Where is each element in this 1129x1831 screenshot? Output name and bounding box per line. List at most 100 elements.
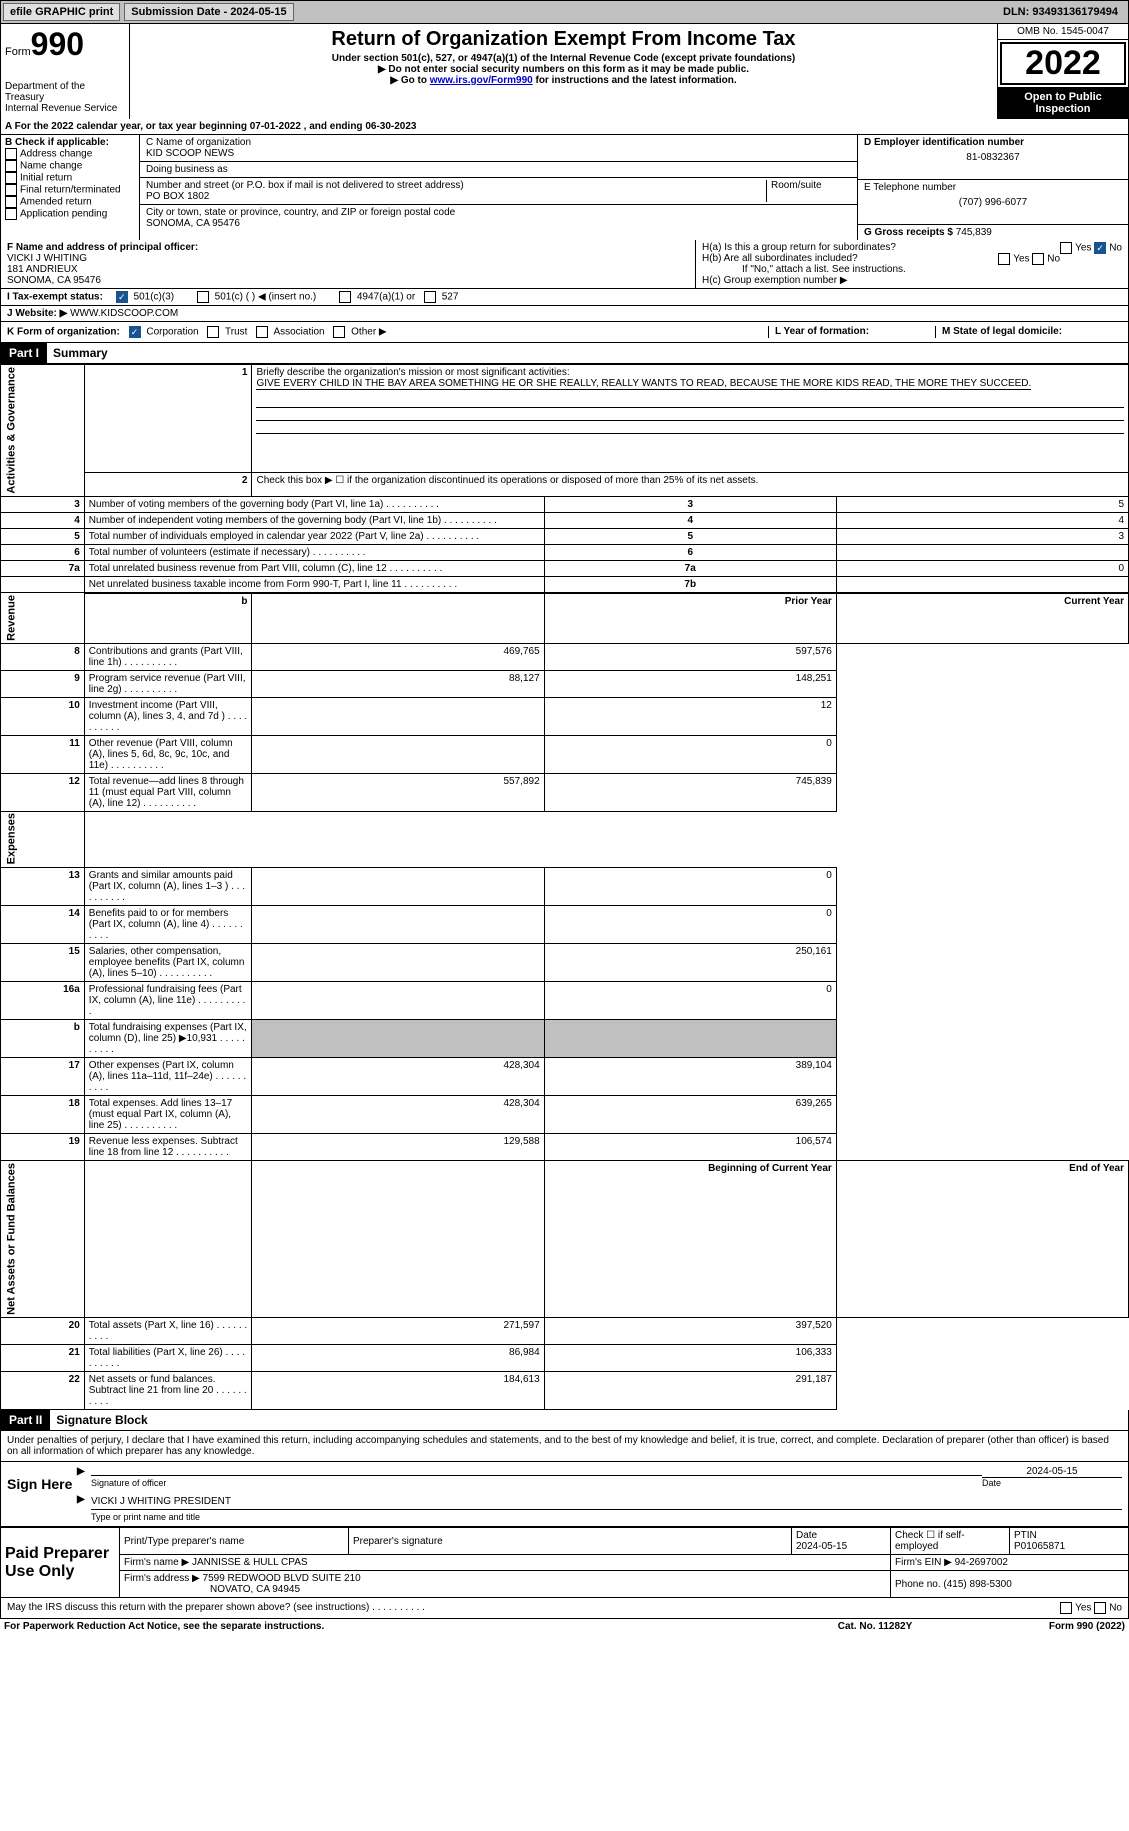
sig-date: 2024-05-15 xyxy=(982,1466,1122,1478)
preparer-table: Paid Preparer Use Only Print/Type prepar… xyxy=(0,1527,1129,1598)
dept-treasury: Department of the Treasury xyxy=(5,81,125,103)
irs-label: Internal Revenue Service xyxy=(5,103,125,114)
4947[interactable]: 4947(a)(1) or xyxy=(357,292,415,303)
vlabel-rev: Revenue xyxy=(1,593,85,644)
gross: 745,839 xyxy=(956,227,992,238)
firm-addr2: NOVATO, CA 94945 xyxy=(210,1584,300,1595)
gross-label: G Gross receipts $ xyxy=(864,227,953,238)
city: SONOMA, CA 95476 xyxy=(146,218,851,229)
hb-note: If "No," attach a list. See instructions… xyxy=(702,264,1122,275)
row-fh: F Name and address of principal officer:… xyxy=(0,240,1129,289)
table-row: 6Total number of volunteers (estimate if… xyxy=(1,544,1129,560)
cb-final[interactable]: Final return/terminated xyxy=(20,185,121,196)
ein: 81-0832367 xyxy=(864,152,1122,163)
year-formation: L Year of formation: xyxy=(775,326,869,337)
firm-ein: 94-2697002 xyxy=(955,1557,1008,1568)
check-self[interactable]: Check ☐ if self-employed xyxy=(891,1528,1010,1555)
col-d: D Employer identification number 81-08323… xyxy=(857,135,1128,240)
may-no[interactable]: No xyxy=(1109,1603,1122,1614)
cb-initial[interactable]: Initial return xyxy=(20,173,72,184)
form-header: Form990 Department of the Treasury Inter… xyxy=(0,24,1129,119)
l1-text: GIVE EVERY CHILD IN THE BAY AREA SOMETHI… xyxy=(256,378,1031,390)
kopt-corp[interactable]: Corporation xyxy=(146,327,198,338)
kopt-other[interactable]: Other ▶ xyxy=(351,327,386,338)
room-label: Room/suite xyxy=(766,180,851,202)
irs-link[interactable]: www.irs.gov/Form990 xyxy=(430,75,533,86)
cb-addr-change[interactable]: Address change xyxy=(20,149,92,160)
row-a: A For the 2022 calendar year, or tax yea… xyxy=(0,119,1129,135)
note-ssn: ▶ Do not enter social security numbers o… xyxy=(132,64,995,75)
kopt-assoc[interactable]: Association xyxy=(273,327,324,338)
col-b-title: B Check if applicable: xyxy=(5,137,109,148)
form-number: 990 xyxy=(31,26,84,62)
org-name-label: C Name of organization xyxy=(146,137,851,148)
row-klm: K Form of organization: Corporation Trus… xyxy=(0,322,1129,343)
table-row: 14Benefits paid to or for members (Part … xyxy=(1,906,1129,944)
table-row: 20Total assets (Part X, line 16)271,5973… xyxy=(1,1318,1129,1345)
firm-name: JANNISSE & HULL CPAS xyxy=(192,1557,308,1568)
501c[interactable]: 501(c) ( ) ◀ (insert no.) xyxy=(215,292,317,303)
officer-label: F Name and address of principal officer: xyxy=(7,242,198,253)
may-irs-row: May the IRS discuss this return with the… xyxy=(0,1598,1129,1619)
table-row: 15Salaries, other compensation, employee… xyxy=(1,944,1129,982)
date-label: Date xyxy=(982,1478,1122,1488)
sign-here-block: Sign Here ▶2024-05-15 Signature of offic… xyxy=(0,1462,1129,1527)
firm-phone-label: Phone no. xyxy=(895,1579,941,1590)
527[interactable]: 527 xyxy=(442,292,459,303)
tax-status-label: I Tax-exempt status: xyxy=(7,292,103,303)
submission-date: Submission Date - 2024-05-15 xyxy=(124,3,293,21)
may-irs-label: May the IRS discuss this return with the… xyxy=(7,1602,1060,1614)
vlabel-net: Net Assets or Fund Balances xyxy=(1,1161,85,1318)
efile-button[interactable]: efile GRAPHIC print xyxy=(3,3,120,21)
table-row: 22Net assets or fund balances. Subtract … xyxy=(1,1372,1129,1410)
phone: (707) 996-6077 xyxy=(864,197,1122,208)
footer-right: Form 990 (2022) xyxy=(975,1621,1125,1632)
ha-label: H(a) Is this a group return for subordin… xyxy=(702,242,896,253)
l2-text: Check this box ▶ ☐ if the organization d… xyxy=(252,472,1129,496)
table-row: bTotal fundraising expenses (Part IX, co… xyxy=(1,1020,1129,1058)
type-name-label: Type or print name and title xyxy=(91,1512,200,1522)
officer-addr2: SONOMA, CA 95476 xyxy=(7,275,101,286)
vlabel-ag: Activities & Governance xyxy=(1,365,85,497)
section-bcd: B Check if applicable: Address change Na… xyxy=(0,135,1129,240)
current-year-hdr: Current Year xyxy=(836,593,1128,644)
sign-here-label: Sign Here xyxy=(7,1466,77,1522)
top-bar: efile GRAPHIC print Submission Date - 20… xyxy=(0,0,1129,24)
table-row: 8Contributions and grants (Part VIII, li… xyxy=(1,643,1129,670)
cb-name-change[interactable]: Name change xyxy=(20,161,82,172)
form-title: Return of Organization Exempt From Incom… xyxy=(132,28,995,51)
ha-yes[interactable]: Yes xyxy=(1075,243,1091,254)
hc-label: H(c) Group exemption number ▶ xyxy=(702,275,1122,286)
501c3[interactable]: 501(c)(3) xyxy=(134,292,175,303)
ein-label: D Employer identification number xyxy=(864,137,1024,148)
tax-year: 2022 xyxy=(1000,42,1126,85)
prep-date: 2024-05-15 xyxy=(796,1541,847,1552)
table-row: 5Total number of individuals employed in… xyxy=(1,528,1129,544)
cb-app-pending[interactable]: Application pending xyxy=(20,209,107,220)
table-row: 21Total liabilities (Part X, line 26)86,… xyxy=(1,1345,1129,1372)
table-row: 4Number of independent voting members of… xyxy=(1,512,1129,528)
hb-no[interactable]: No xyxy=(1047,254,1060,265)
date-lbl2: Date xyxy=(796,1530,817,1541)
sig-officer-label: Signature of officer xyxy=(91,1478,982,1488)
ha-no[interactable]: No xyxy=(1109,243,1122,254)
table-row: 7aTotal unrelated business revenue from … xyxy=(1,560,1129,576)
firm-name-label: Firm's name ▶ xyxy=(124,1557,189,1568)
may-yes[interactable]: Yes xyxy=(1075,1603,1091,1614)
table-row: 17Other expenses (Part IX, column (A), l… xyxy=(1,1058,1129,1096)
firm-addr-label: Firm's address ▶ xyxy=(124,1573,200,1584)
row-i: I Tax-exempt status: 501(c)(3) 501(c) ( … xyxy=(0,289,1129,306)
cb-amended[interactable]: Amended return xyxy=(20,197,92,208)
table-row: 9Program service revenue (Part VIII, lin… xyxy=(1,670,1129,697)
firm-ein-label: Firm's EIN ▶ xyxy=(895,1557,952,1568)
footer-left: For Paperwork Reduction Act Notice, see … xyxy=(4,1621,775,1632)
table-row: 12Total revenue—add lines 8 through 11 (… xyxy=(1,773,1129,811)
kopt-trust[interactable]: Trust xyxy=(225,327,247,338)
form-subtitle: Under section 501(c), 527, or 4947(a)(1)… xyxy=(132,53,995,64)
col-c: C Name of organizationKID SCOOP NEWS Doi… xyxy=(140,135,857,240)
addr-label: Number and street (or P.O. box if mail i… xyxy=(146,180,766,191)
end-year-hdr: End of Year xyxy=(836,1161,1128,1318)
addr: PO BOX 1802 xyxy=(146,191,766,202)
part1-title: Summary xyxy=(53,346,108,360)
hb-yes[interactable]: Yes xyxy=(1013,254,1029,265)
